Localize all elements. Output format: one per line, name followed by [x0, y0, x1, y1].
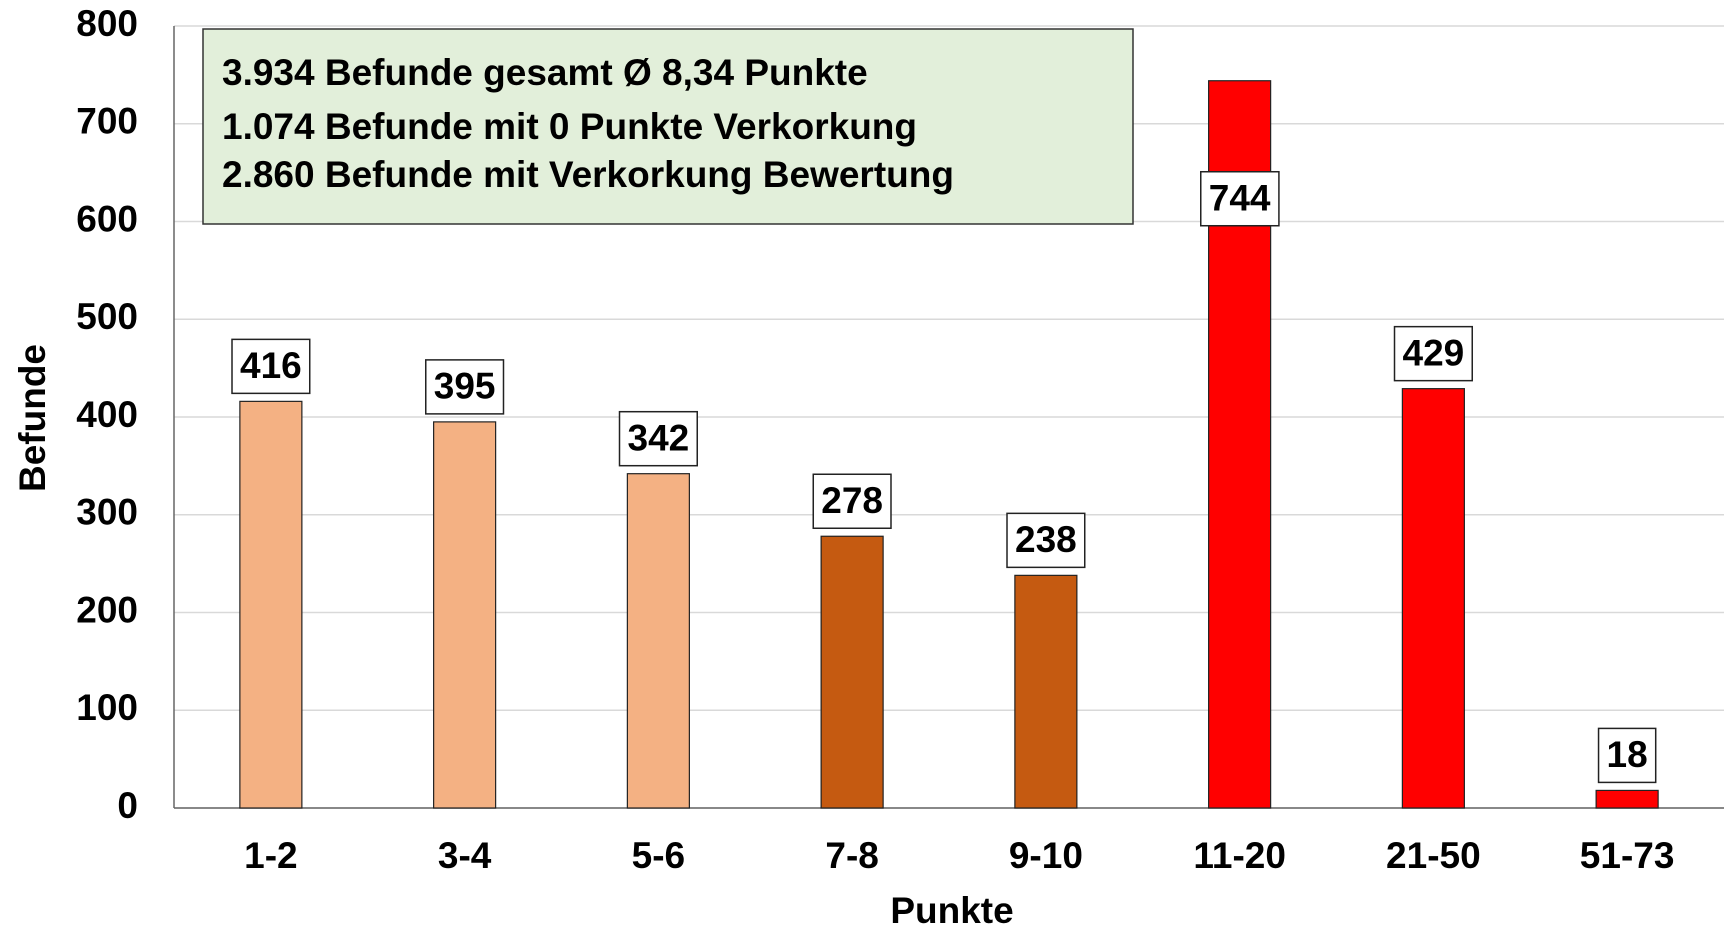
data-label: 395 — [434, 366, 496, 407]
x-tick-label: 51-73 — [1580, 835, 1675, 876]
bar — [1401, 388, 1465, 809]
annotation: 3.934 Befunde gesamt Ø 8,34 Punkte — [222, 52, 868, 93]
annotation-box — [202, 28, 1134, 225]
bar — [433, 421, 497, 809]
x-tick-label: 21-50 — [1386, 835, 1481, 876]
data-label: 429 — [1403, 332, 1465, 373]
y-tick-label: 200 — [76, 589, 138, 630]
x-tick-label: 7-8 — [825, 835, 878, 876]
data-label: 278 — [821, 480, 883, 521]
x-tick-label: 5-6 — [632, 835, 685, 876]
y-tick-label: 600 — [76, 198, 138, 239]
y-axis-title: Befunde — [12, 344, 53, 492]
data-label: 238 — [1015, 519, 1077, 560]
y-tick-label: 500 — [76, 296, 138, 337]
data-label: 744 — [1209, 178, 1271, 219]
bar — [1595, 789, 1659, 809]
y-tick-label: 700 — [76, 101, 138, 142]
data-label-box — [618, 410, 698, 467]
y-tick-label: 800 — [76, 3, 138, 44]
bar — [626, 473, 690, 809]
y-tick-label: 0 — [117, 785, 138, 826]
data-label-box — [1006, 512, 1086, 569]
data-label: 416 — [240, 345, 302, 386]
y-tick-label: 100 — [76, 687, 138, 728]
x-tick-label: 11-20 — [1193, 835, 1286, 876]
data-label-box — [1393, 325, 1473, 382]
data-label-box — [425, 359, 505, 415]
x-tick-label: 1-2 — [244, 835, 297, 876]
bar — [239, 400, 303, 809]
data-label: 18 — [1607, 734, 1648, 775]
y-tick-label: 400 — [76, 394, 138, 435]
y-tick-label: 300 — [76, 492, 138, 533]
data-label: 342 — [628, 417, 690, 458]
x-tick-label: 9-10 — [1009, 835, 1083, 876]
data-label-box — [1597, 727, 1657, 784]
annotation: 1.074 Befunde mit 0 Punkte Verkorkung — [222, 106, 917, 147]
data-label-box — [1200, 170, 1280, 227]
bar — [1014, 574, 1078, 809]
bar — [820, 535, 884, 809]
annotation: 2.860 Befunde mit Verkorkung Bewertung — [222, 154, 954, 195]
data-label-box — [812, 473, 892, 530]
x-tick-label: 3-4 — [438, 835, 492, 876]
data-label-box — [231, 338, 311, 395]
x-axis-title: Punkte — [890, 890, 1013, 931]
